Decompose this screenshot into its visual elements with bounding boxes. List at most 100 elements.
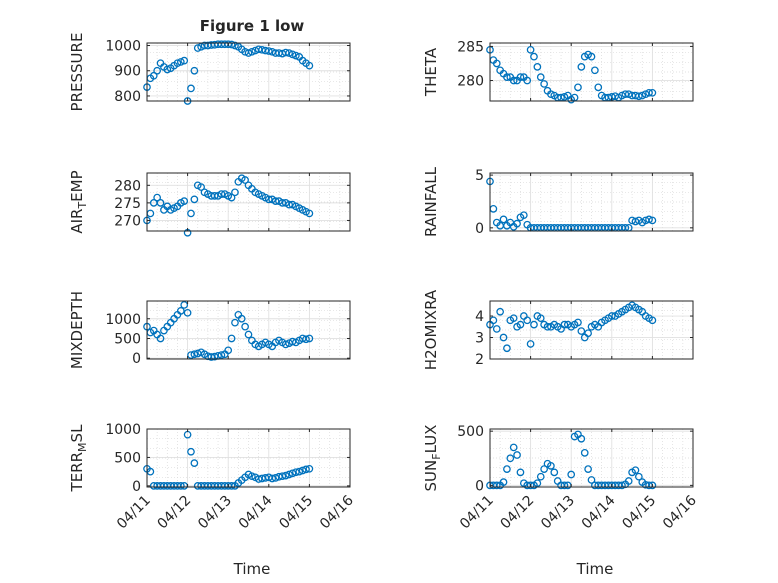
data-point: [193, 44, 202, 52]
data-point: [631, 466, 640, 475]
axes-box: [146, 172, 351, 232]
data-point: [176, 482, 185, 490]
y-tick-label: 900: [114, 64, 141, 80]
data-point: [567, 470, 576, 479]
data-point: [587, 476, 596, 484]
data-point: [271, 474, 280, 482]
x-axis-label-right: Time: [576, 560, 614, 578]
data-point: [547, 462, 555, 470]
data-point: [540, 80, 548, 88]
data-point: [292, 468, 300, 477]
y-axis-label: SUNFLUX: [422, 425, 443, 492]
data-point: [503, 73, 511, 81]
x-tick-label: 04/15: [276, 493, 316, 533]
data-point: [173, 59, 182, 68]
data-point: [190, 350, 199, 359]
data-point: [648, 316, 657, 325]
data-point: [550, 468, 559, 477]
data-point: [536, 73, 545, 81]
y-tick-label: 280: [114, 178, 141, 194]
data-point: [156, 334, 165, 343]
data-point: [526, 45, 535, 54]
data-point: [264, 195, 273, 204]
data-point: [523, 316, 532, 325]
x-tick-label: 04/14: [579, 492, 619, 532]
data-point: [591, 66, 599, 75]
data-point: [183, 308, 192, 317]
data-point: [577, 434, 586, 443]
axes-box: [489, 42, 694, 102]
x-tick-label: 04/13: [538, 493, 578, 533]
data-point: [176, 58, 185, 66]
data-point: [607, 312, 616, 320]
y-axis-label: H2OMIXRA: [422, 289, 440, 370]
data-point: [594, 83, 603, 92]
data-point: [526, 481, 535, 490]
data-point: [190, 195, 199, 204]
data-point: [237, 314, 246, 323]
data-point: [285, 470, 293, 479]
data-point: [496, 307, 504, 316]
data-point: [305, 61, 314, 70]
data-point: [163, 65, 172, 74]
data-point: [574, 318, 582, 327]
axes-box: [146, 300, 351, 360]
data-point: [577, 327, 586, 335]
data-point: [288, 469, 297, 478]
data-point: [231, 188, 239, 197]
subplot-mixdepth: 0 500 1000 MIXDEPTH: [68, 291, 351, 369]
subplot-sun-flux: 0 500 04/11 04/12 04/13 04/14 04/15 04/16 SUNFLU…: [422, 424, 700, 532]
data-point: [635, 92, 643, 101]
data-point: [248, 472, 256, 481]
y-tick-label: 285: [457, 39, 484, 55]
subplot-h2omixra: 2 3 4 H2OMIXRA: [422, 289, 694, 370]
data-point: [227, 334, 236, 343]
y-tick-label: 2: [475, 352, 484, 368]
data-point: [241, 322, 249, 331]
data-point: [577, 63, 586, 71]
data-point: [305, 334, 314, 343]
y-tick-label: 4: [475, 309, 484, 325]
data-point: [271, 197, 280, 205]
data-point: [513, 219, 521, 228]
data-point: [187, 209, 195, 218]
data-point: [503, 344, 511, 353]
x-tick-label: 04/16: [317, 492, 357, 532]
y-tick-label: 1000: [105, 39, 141, 55]
y-tick-label: 275: [114, 196, 141, 212]
data-point: [492, 481, 501, 490]
data-point: [281, 340, 290, 349]
data-point: [180, 56, 189, 65]
y-tick-label: 500: [457, 424, 484, 440]
y-tick-label: 280: [457, 74, 484, 90]
data-point: [187, 84, 195, 93]
axes-box: [489, 428, 694, 488]
data-point: [156, 199, 165, 207]
y-axis-label: AIRTEMP: [68, 170, 89, 233]
data-point: [231, 41, 239, 50]
data-point: [295, 467, 304, 476]
y-tick-label: 500: [114, 450, 141, 466]
data-point: [281, 471, 290, 480]
data-point: [278, 472, 287, 481]
data-point: [217, 351, 226, 359]
data-point: [506, 454, 515, 463]
y-tick-label: 1000: [105, 312, 141, 328]
data-point: [187, 351, 195, 359]
data-point: [536, 314, 545, 323]
data-point: [281, 48, 290, 57]
data-point: [305, 464, 314, 473]
data-point: [635, 472, 643, 481]
data-point: [224, 346, 233, 355]
data-point: [176, 307, 185, 315]
data-point: [543, 322, 552, 331]
axes-box: [146, 428, 351, 488]
y-tick-label: 500: [114, 331, 141, 347]
data-point: [153, 193, 161, 202]
data-point: [264, 47, 273, 55]
data-point: [526, 340, 535, 348]
data-point: [509, 76, 518, 85]
data-point: [244, 49, 253, 57]
